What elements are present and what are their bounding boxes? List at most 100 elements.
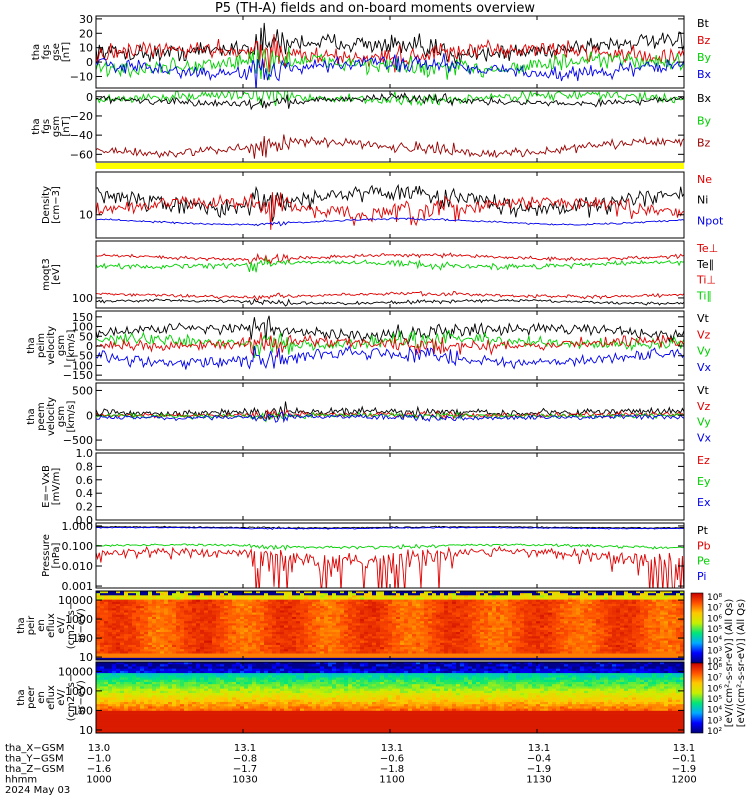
y-axis-label-line: tha bbox=[16, 689, 27, 705]
colorbar-label-overlay: [eV/(cm²-s-sr-eV)] (All Qs) bbox=[724, 599, 735, 728]
series-temperature-Ti⊥ bbox=[96, 290, 684, 302]
y-axis-label-line: peim bbox=[36, 333, 47, 358]
y-tick-label: 0 bbox=[86, 91, 93, 104]
x-axis-value: −1.6 bbox=[87, 764, 111, 775]
x-axis-date: 2024 May 03 bbox=[5, 785, 70, 796]
y-axis-label-line: (cm2−s− bbox=[66, 602, 77, 649]
y-axis-label-line: gsm bbox=[51, 116, 62, 137]
y-axis-label-line: gsm bbox=[56, 406, 67, 427]
legend-density-Ni: Ni bbox=[697, 194, 708, 207]
legend-efield-Ey: Ey bbox=[697, 475, 711, 488]
y-tick-label: 100 bbox=[72, 632, 93, 645]
y-tick-label: −100 bbox=[63, 359, 93, 372]
y-axis-label-line: en bbox=[36, 619, 47, 632]
y-tick-label: −150 bbox=[63, 369, 93, 382]
y-axis-label: tha peir en eflux eV/(cm2−s− sr−eV) bbox=[16, 602, 87, 649]
figure-title: P5 (TH-A) fields and on-board moments ov… bbox=[214, 1, 536, 16]
y-axis-label-line: peir bbox=[26, 615, 37, 635]
y-tick-label: 20 bbox=[79, 27, 93, 40]
series-group-pressure bbox=[96, 525, 684, 588]
y-axis-label-line: eflux bbox=[46, 685, 57, 710]
x-axis-value: 13.1 bbox=[528, 743, 550, 754]
series-group-density bbox=[96, 183, 684, 230]
y-axis-label: tha peem velocity gsm [km/s] bbox=[26, 397, 77, 436]
legend-peim-velocity-Vy: Vy bbox=[697, 345, 711, 358]
colorbar-tick-label: 10⁶ bbox=[707, 684, 722, 694]
series-fgs-gse-Bz bbox=[96, 34, 684, 73]
series-peim-velocity-Vz bbox=[96, 332, 684, 358]
y-axis-label-line: eflux bbox=[46, 613, 57, 638]
y-tick-label: 0.6 bbox=[76, 474, 94, 487]
y-axis-label-line: tha bbox=[31, 118, 42, 134]
y-tick-label: −50 bbox=[70, 350, 93, 363]
y-axis-label: tha peer en eflux eV/(cm2−s− sr−eV) bbox=[16, 674, 87, 721]
panel-frame bbox=[95, 522, 685, 589]
y-axis-label-line: [eV] bbox=[51, 264, 62, 285]
panel-frame bbox=[95, 452, 685, 521]
y-tick-label: 100 bbox=[72, 321, 93, 334]
legend-peim-velocity-Vt: Vt bbox=[697, 312, 710, 325]
y-axis-label-line: sr−eV) bbox=[76, 680, 87, 715]
y-axis-label-line: [cm−3] bbox=[51, 186, 62, 224]
x-axis-value: 1130 bbox=[526, 775, 551, 786]
series-group-temperature bbox=[96, 252, 684, 307]
series-fgs-gsm-Bz bbox=[96, 134, 684, 159]
legend-temperature-Te⊥: Te⊥ bbox=[696, 242, 718, 255]
y-tick-label: −500 bbox=[63, 434, 93, 447]
legend-efield-Ez: Ez bbox=[697, 454, 710, 467]
y-tick-label: 10 bbox=[79, 651, 93, 664]
y-tick-label: 10 bbox=[79, 209, 93, 222]
colorbar-tick-label: 10⁴ bbox=[707, 706, 722, 716]
y-axis-label: tha fgs gsm [nT] bbox=[31, 116, 72, 137]
panel-peir-eflux: 10000 1000 100 10 tha peir en eflux eV/(cm2−s− sr… bbox=[16, 590, 685, 664]
y-axis-label-line: tha bbox=[26, 337, 37, 353]
y-tick-label: −20 bbox=[70, 110, 93, 123]
y-tick-label: 0.2 bbox=[76, 501, 94, 514]
x-axis-value: 13.1 bbox=[381, 743, 403, 754]
x-axis-value: −0.4 bbox=[527, 754, 551, 765]
x-axis-row-label: tha_X−GSM bbox=[5, 743, 64, 754]
series-group-peim-velocity bbox=[96, 315, 684, 370]
legend-fgs-gsm-Bx: Bx bbox=[697, 92, 712, 105]
y-tick-label: 10000 bbox=[58, 665, 93, 678]
series-temperature-Ti∥ bbox=[96, 256, 684, 273]
panel-fgs-gsm: 0 −20 −40 −60 tha fgs gsm [nT] Bx By Bz bbox=[31, 90, 712, 163]
spectrogram-peir-eflux bbox=[96, 591, 684, 660]
series-peim-velocity-Vt bbox=[96, 315, 684, 346]
x-axis-value: −1.8 bbox=[380, 764, 404, 775]
colorbar-tick-label: 10⁵ bbox=[707, 625, 722, 635]
x-axis-value: 1030 bbox=[232, 775, 257, 786]
x-axis-value: 13.0 bbox=[88, 743, 110, 754]
series-temperature-Te⊥ bbox=[96, 252, 684, 265]
legend-peem-velocity-Vt: Vt bbox=[697, 384, 710, 397]
data-quality-bar bbox=[96, 163, 684, 169]
y-tick-label: 0 bbox=[86, 56, 93, 69]
panel-efield: 1.00.80.60.40.20.0 E=−VxB [mV/m] Ez Ey Ex bbox=[41, 447, 711, 527]
series-pressure-Pi bbox=[96, 526, 684, 530]
y-tick-label: 1.000 bbox=[62, 520, 94, 533]
y-axis-label-line: E=−VxB bbox=[41, 465, 52, 508]
y-tick-label: 0 bbox=[86, 340, 93, 353]
y-axis-label-line: moqt3 bbox=[41, 258, 52, 291]
series-peim-velocity-Vy bbox=[96, 329, 684, 359]
y-tick-label: −10 bbox=[70, 70, 93, 83]
legend-pressure-Pb: Pb bbox=[697, 539, 711, 552]
y-axis-label: E=−VxB [mV/m] bbox=[41, 465, 62, 508]
legend-temperature-Te∥: Te∥ bbox=[696, 258, 714, 271]
colorbar-tick-label: 10² bbox=[707, 727, 722, 737]
y-tick-label: 100 bbox=[72, 704, 93, 717]
colorbar-tick-label: 10⁴ bbox=[707, 636, 722, 646]
y-axis-label: Density [cm−3] bbox=[41, 186, 62, 224]
y-tick-label: −40 bbox=[70, 129, 93, 142]
y-axis-label-line: velocity bbox=[46, 397, 57, 436]
y-tick-label: 10 bbox=[79, 724, 93, 737]
colorbar-tick-label: 10⁷ bbox=[707, 674, 722, 684]
legend-fgs-gse-Bt: Bt bbox=[697, 17, 710, 30]
legend-density-Npot: Npot bbox=[697, 214, 724, 227]
y-tick-label: 150 bbox=[72, 311, 93, 324]
